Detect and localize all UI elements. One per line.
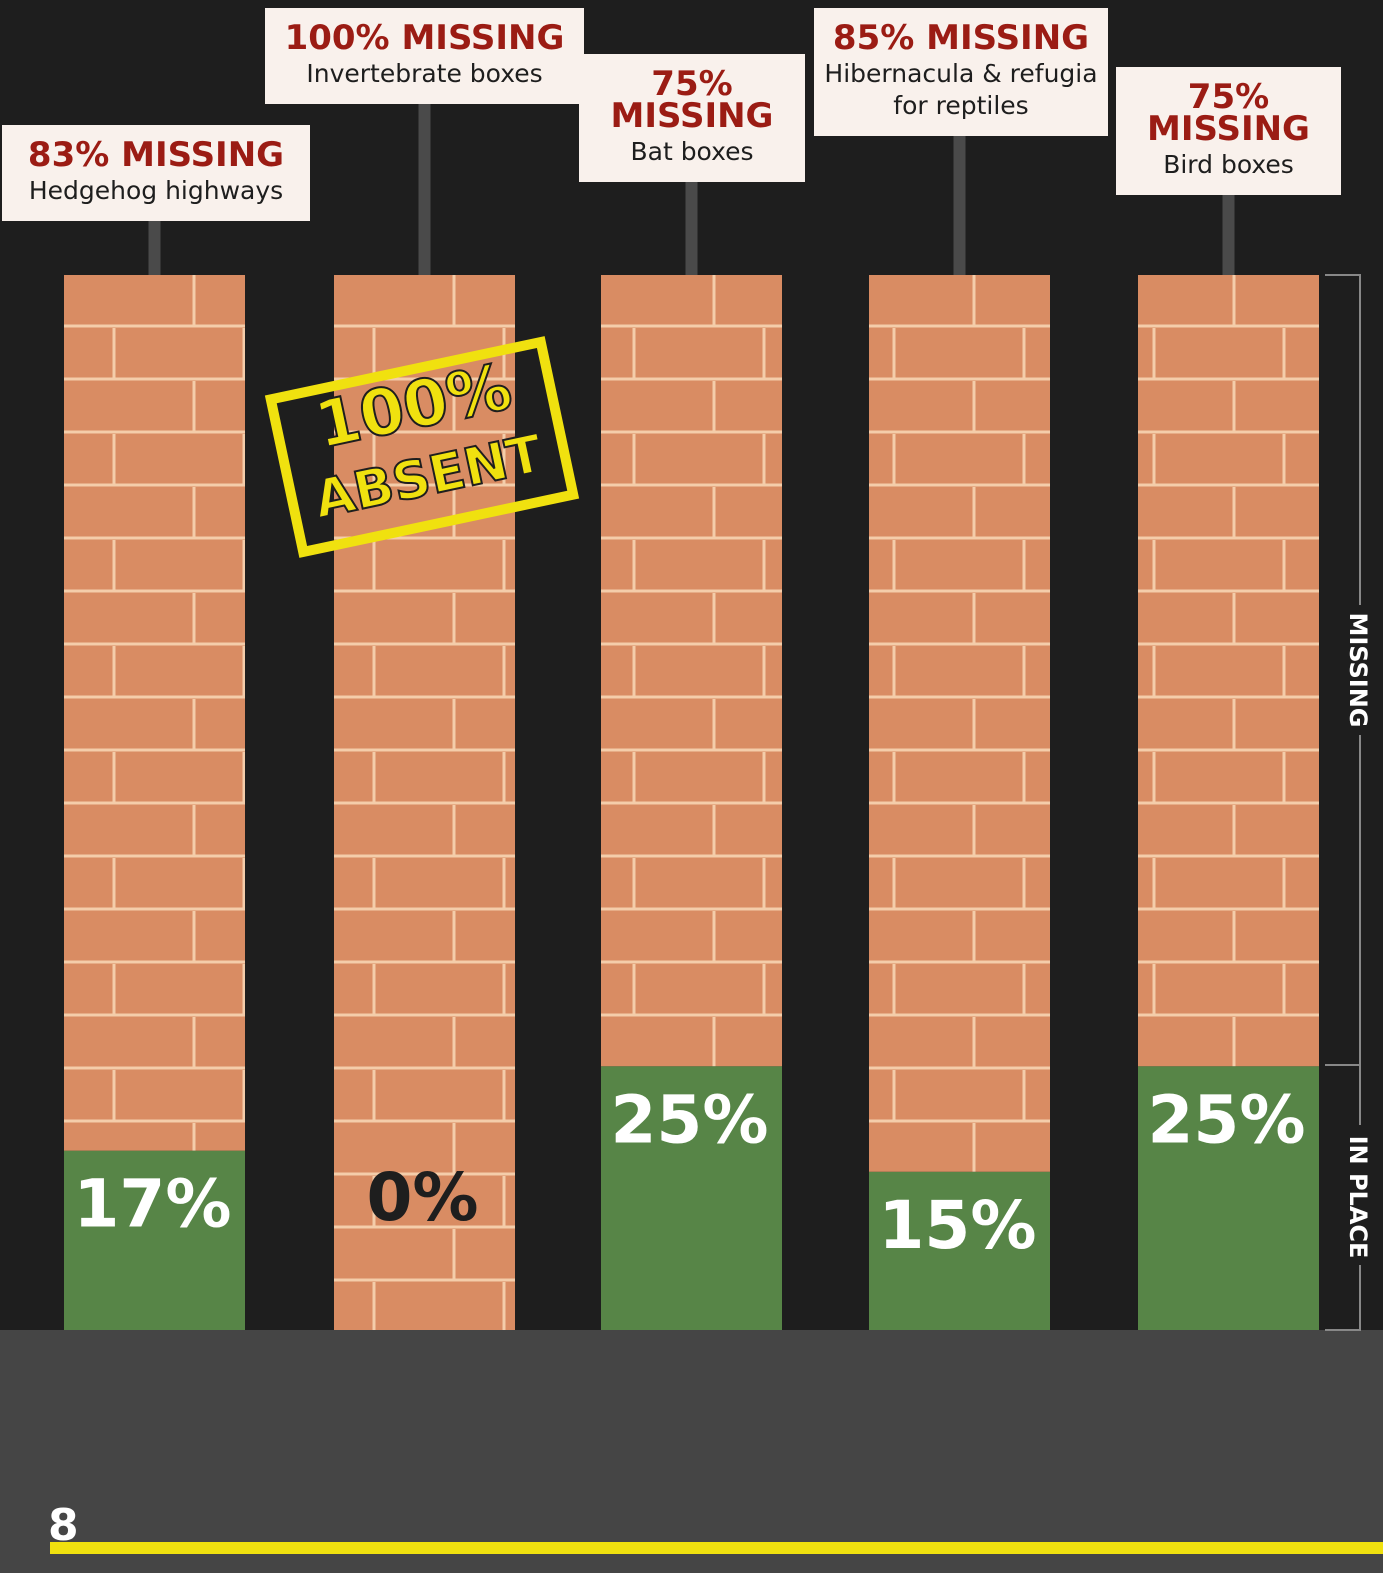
missing-label: 83% MISSING <box>10 139 302 171</box>
bar-segment <box>869 275 1050 1172</box>
missing-label: 100% MISSING <box>273 22 576 54</box>
label-box: 75% MISSING Bird boxes <box>1116 67 1341 195</box>
label-box: 85% MISSING Hibernacula & refugia for rep… <box>814 8 1108 136</box>
category-label: Bat boxes <box>587 136 797 168</box>
infographic: 8 MISSING IN PLACE 17%0%25%15%25% 100% A… <box>0 0 1383 1573</box>
ground <box>0 1330 1383 1573</box>
missing-label: MISSING <box>1344 612 1372 727</box>
in-place-label: 0% <box>366 1159 478 1236</box>
in-place-label: 25% <box>1148 1081 1306 1158</box>
missing-label: 75% MISSING <box>1124 81 1333 145</box>
bar-segment <box>601 275 782 1066</box>
label-box: 75% MISSING Bat boxes <box>579 54 805 182</box>
in-place-label: 25% <box>611 1081 769 1158</box>
missing-label: 75% MISSING <box>587 68 797 132</box>
page-number: 8 <box>48 1500 79 1551</box>
bar-segment <box>64 275 245 1151</box>
label-box: 100% MISSING Invertebrate boxes <box>265 8 584 104</box>
in-place-label: 15% <box>879 1187 1037 1264</box>
category-label: Invertebrate boxes <box>273 58 576 90</box>
category-label: Hibernacula & refugia for reptiles <box>822 58 1100 122</box>
missing-label: 85% MISSING <box>822 22 1100 54</box>
category-label: Hedgehog highways <box>10 175 302 207</box>
in-place-label: IN PLACE <box>1344 1136 1372 1259</box>
chart: 8 MISSING IN PLACE 17%0%25%15%25% 100% A… <box>0 0 1383 1573</box>
category-label: Bird boxes <box>1124 149 1333 181</box>
bar-segment <box>1138 275 1319 1066</box>
label-box: 83% MISSING Hedgehog highways <box>2 125 310 221</box>
in-place-label: 17% <box>74 1166 232 1243</box>
